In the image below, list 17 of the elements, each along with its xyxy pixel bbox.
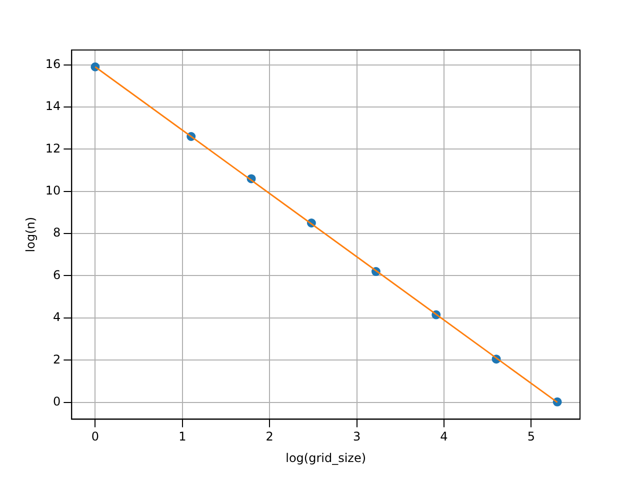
y-axis-title: log(n) xyxy=(23,216,38,252)
y-tick-label: 14 xyxy=(45,99,61,114)
y-tick-label: 2 xyxy=(53,352,61,366)
x-tick-label: 1 xyxy=(178,430,186,444)
x-tick-label: 0 xyxy=(91,430,100,444)
x-tick-label: 4 xyxy=(440,430,448,444)
y-tick-label: 8 xyxy=(53,226,61,240)
y-tick-label: 4 xyxy=(53,310,61,324)
x-tick-label: 3 xyxy=(352,430,361,444)
y-tick-label: 0 xyxy=(53,394,61,408)
y-tick-label: 12 xyxy=(45,141,61,156)
y-tick-label: 16 xyxy=(45,56,61,71)
y-tick-label: 6 xyxy=(53,268,61,282)
x-axis-title: log(grid_size) xyxy=(286,450,366,465)
x-tick-label: 2 xyxy=(266,430,274,444)
y-tick-label: 10 xyxy=(45,183,61,198)
x-tick-label: 5 xyxy=(527,430,535,444)
